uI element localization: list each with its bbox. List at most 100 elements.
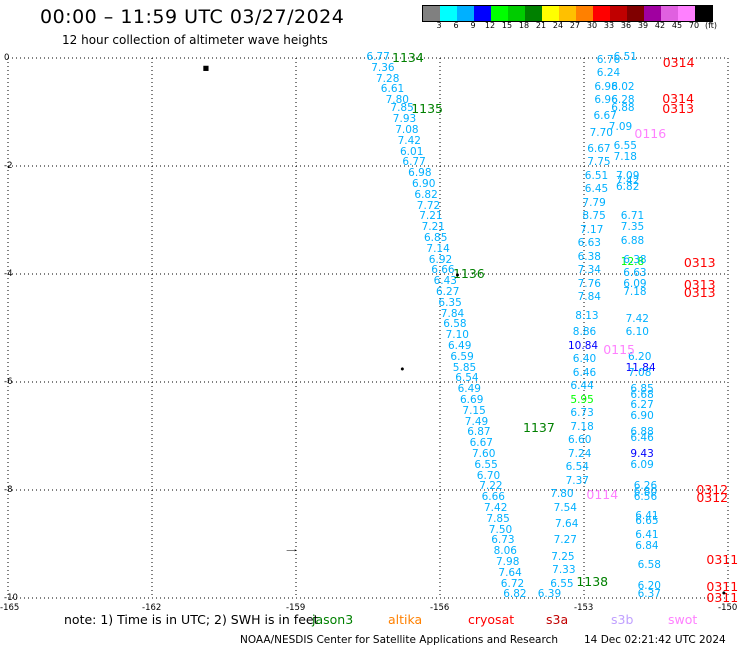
wave-height-value: 6.66: [431, 264, 455, 277]
wave-height-value: 6.70: [476, 469, 501, 482]
pass-time-label: 1136: [452, 266, 485, 281]
wave-height-value: 6.67: [593, 110, 617, 123]
wave-height-value: 7.17: [580, 223, 604, 236]
wave-height-value: 6.27: [436, 285, 460, 298]
wave-height-value: 6.38: [577, 250, 601, 263]
colorbar-label: 27: [569, 21, 581, 30]
wave-height-value: 6.67: [469, 437, 493, 450]
wave-height-value: 6.77: [366, 51, 390, 63]
wave-height-value: 7.93: [392, 113, 417, 126]
wave-height-value: 6.27: [630, 399, 654, 412]
wave-height-value: 7.37: [565, 474, 589, 487]
wave-height-value: 6.20: [628, 350, 652, 363]
wave-height-value: 6.88: [611, 102, 635, 115]
wave-height-value: 6.41: [635, 528, 659, 541]
wave-height-value: 7.09: [608, 121, 633, 134]
wave-height-value: 6.63: [577, 237, 601, 250]
wave-height-value: 6.01: [400, 145, 424, 158]
wave-height-value: 6.02: [611, 80, 635, 93]
colorbar-swatch: [627, 6, 644, 21]
wave-height-value: 8.86: [572, 326, 597, 339]
wave-height-value: 6.56: [633, 491, 658, 504]
colorbar-label: 12: [484, 21, 496, 30]
wave-height-value: 7.76: [577, 277, 601, 290]
wave-height-value: 6.60: [568, 434, 592, 447]
wave-height-value: 6.59: [450, 350, 474, 363]
pass-time-label: 1138: [576, 573, 609, 589]
wave-height-value: 7.18: [623, 285, 647, 298]
colorbar-label: 3: [436, 21, 442, 30]
colorbar-swatch: [661, 6, 678, 21]
colorbar-swatch: [644, 6, 661, 21]
wave-height-value: 7.25: [551, 550, 575, 563]
wave-height-value: 6.49: [457, 383, 481, 396]
wave-height-value: 6.43: [433, 275, 457, 288]
wave-height-value: 8.06: [493, 545, 517, 558]
wave-height-value: 6.98: [408, 167, 432, 180]
wave-height-value: 6.77: [402, 156, 426, 169]
wave-height-value: 6.55: [613, 140, 637, 153]
wave-height-value: 7.49: [464, 415, 489, 428]
colorbar-label: 18: [518, 21, 530, 30]
colorbar-swatch: [593, 6, 610, 21]
wave-height-value: 6.45: [584, 183, 609, 196]
colorbar-label: 33: [603, 21, 615, 30]
colorbar-label: 70: [688, 21, 700, 30]
x-tick-label: -153: [574, 603, 594, 613]
wave-height-value: 6.54: [565, 461, 589, 474]
wave-height-value: 6.88: [630, 426, 654, 439]
colorbar-label: 9: [470, 21, 476, 30]
wave-height-value: 6.39: [537, 588, 562, 601]
wave-height-value: 6.38: [623, 253, 647, 266]
colorbar-swatch: [678, 6, 695, 21]
wave-height-value: 6.72: [500, 577, 525, 590]
wave-height-value: 6.55: [474, 458, 498, 471]
wave-height-value: 6.63: [623, 267, 647, 279]
wave-height-value: 7.33: [552, 564, 576, 576]
colorbar-label: 30: [586, 21, 598, 30]
wave-height-value: 7.42: [616, 175, 640, 188]
wave-height-value: 6.41: [635, 510, 659, 522]
wave-height-value: 7.27: [553, 534, 577, 547]
wave-height-value: 6.24: [596, 67, 621, 80]
wave-height-value: 6.98: [594, 80, 618, 93]
wave-height-value: 6.09: [623, 277, 647, 290]
pass-time-label: 0314: [662, 55, 695, 71]
map-title: 00:00 – 11:59 UTC 03/27/2024: [40, 6, 345, 28]
wave-height-value: 6.80: [633, 485, 658, 498]
colorbar-swatch: [474, 6, 491, 21]
wave-height-value: 6.69: [460, 393, 484, 406]
wave-height-value: 6.54: [455, 372, 479, 385]
pass-time-label: 0114: [586, 487, 619, 503]
colorbar-swatch: [440, 6, 457, 21]
legend-item-s3b: s3b: [611, 612, 634, 627]
wave-height-value: 7.42: [625, 312, 649, 325]
x-tick-label: -150: [718, 603, 738, 613]
wave-height-value: 6.96: [594, 94, 618, 107]
wave-height-value: 6.09: [630, 458, 654, 471]
wave-height-value: 8.13: [575, 310, 599, 323]
island-marker: •: [454, 269, 461, 282]
colorbar-swatch: [457, 6, 474, 21]
island-marker: •: [720, 588, 727, 601]
colorbar-swatch: [491, 6, 508, 21]
x-tick-label: -165: [0, 603, 20, 613]
wave-height-value: 6.55: [550, 577, 574, 590]
colorbar-label: (ft): [704, 21, 718, 30]
pass-time-label: 0313: [683, 255, 716, 271]
wave-height-value: 7.35: [620, 221, 645, 234]
wave-height-value: 6.51: [613, 51, 637, 63]
wave-height-value: 6.40: [572, 353, 597, 366]
wave-height-value: 7.18: [570, 420, 594, 433]
wave-height-value: 7.24: [568, 447, 592, 460]
wave-height-value: 7.85: [486, 512, 510, 525]
pass-time-label: 0116: [634, 125, 667, 141]
wave-height-value: 6.68: [630, 388, 654, 401]
x-tick-label: -159: [286, 603, 306, 613]
pass-time-label: 0314: [662, 90, 695, 106]
pass-time-label: 0313: [662, 101, 695, 117]
wave-height-value: 7.64: [555, 518, 579, 531]
colorbar-label: 39: [637, 21, 649, 30]
wave-height-value: 6.66: [481, 491, 505, 504]
pass-time-label: 0313: [683, 284, 716, 300]
